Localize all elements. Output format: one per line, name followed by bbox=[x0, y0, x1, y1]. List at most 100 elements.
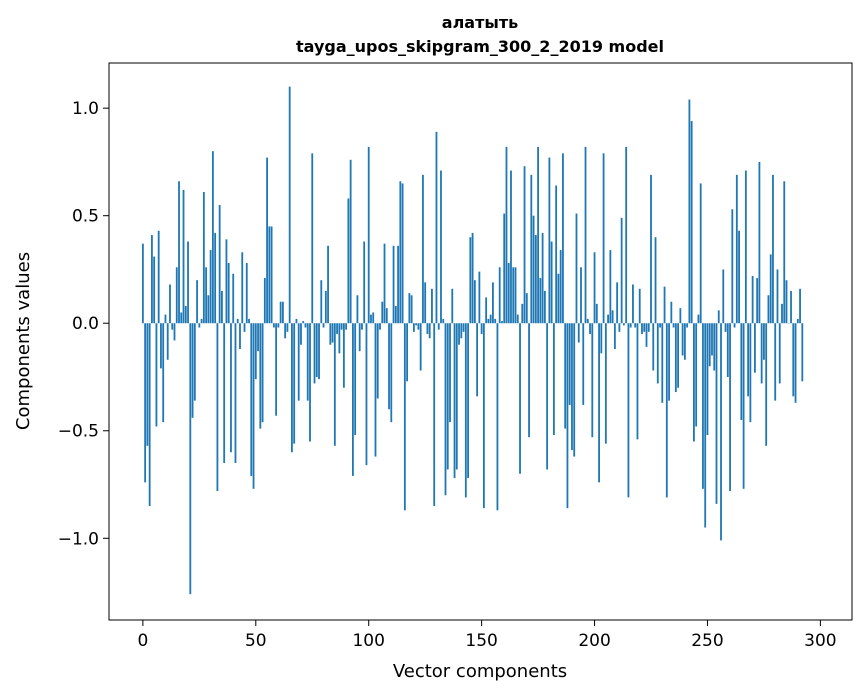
bar-166 bbox=[516, 314, 519, 324]
x-axis-ticks: 0 50 100 150 200 250 300 bbox=[137, 620, 837, 651]
bar-270 bbox=[751, 275, 754, 324]
bar-253 bbox=[713, 323, 716, 371]
bar-150 bbox=[480, 323, 483, 334]
bar-158 bbox=[498, 267, 501, 324]
bar-109 bbox=[388, 323, 390, 410]
bar-140 bbox=[458, 323, 460, 345]
bar-52 bbox=[259, 323, 262, 429]
bar-23 bbox=[193, 323, 196, 401]
bar-27 bbox=[202, 192, 205, 324]
bar-114 bbox=[399, 181, 402, 324]
bar-95 bbox=[356, 295, 359, 324]
bar-35 bbox=[221, 290, 223, 324]
bar-1 bbox=[144, 323, 147, 483]
bar-41 bbox=[234, 323, 237, 464]
bar-232 bbox=[665, 323, 668, 498]
bar-201 bbox=[595, 303, 598, 324]
bar-17 bbox=[180, 312, 183, 324]
bar-264 bbox=[738, 230, 740, 324]
bar-220 bbox=[638, 288, 641, 324]
bar-155 bbox=[492, 282, 494, 324]
bar-205 bbox=[604, 323, 607, 444]
bar-152 bbox=[485, 297, 488, 324]
bar-218 bbox=[634, 323, 637, 328]
bar-37 bbox=[225, 239, 228, 324]
bar-238 bbox=[679, 308, 682, 324]
bar-239 bbox=[681, 323, 684, 356]
bar-138 bbox=[453, 323, 456, 479]
chart-title: алатыть bbox=[442, 13, 518, 32]
bar-258 bbox=[724, 323, 727, 332]
bar-181 bbox=[550, 241, 553, 324]
bar-33 bbox=[216, 323, 219, 491]
bar-291 bbox=[799, 288, 801, 324]
bar-262 bbox=[733, 323, 736, 328]
bar-56 bbox=[268, 226, 271, 324]
bars-group bbox=[141, 86, 804, 595]
bar-136 bbox=[449, 323, 451, 423]
bar-178 bbox=[543, 290, 546, 324]
bar-229 bbox=[659, 323, 661, 328]
bar-135 bbox=[446, 323, 449, 470]
bar-96 bbox=[358, 323, 361, 352]
bar-222 bbox=[643, 323, 646, 332]
bar-233 bbox=[668, 323, 670, 401]
bar-60 bbox=[277, 323, 280, 328]
bar-226 bbox=[652, 323, 655, 371]
bar-279 bbox=[772, 174, 774, 324]
bar-76 bbox=[313, 323, 316, 384]
bar-117 bbox=[406, 323, 409, 382]
bar-45 bbox=[243, 323, 246, 332]
bar-61 bbox=[279, 301, 282, 324]
bar-256 bbox=[720, 323, 722, 541]
bar-164 bbox=[512, 267, 515, 324]
bar-126 bbox=[426, 323, 429, 334]
bar-118 bbox=[408, 293, 411, 324]
bar-139 bbox=[455, 323, 458, 470]
bar-34 bbox=[218, 204, 221, 324]
bar-122 bbox=[417, 323, 420, 330]
bar-190 bbox=[571, 323, 573, 451]
bar-99 bbox=[365, 323, 368, 466]
bar-10 bbox=[164, 314, 167, 324]
bar-151 bbox=[482, 323, 485, 509]
bar-145 bbox=[469, 237, 472, 324]
bar-193 bbox=[577, 323, 580, 343]
bar-101 bbox=[370, 314, 372, 324]
bar-236 bbox=[674, 323, 677, 393]
bar-97 bbox=[361, 323, 363, 330]
bar-209 bbox=[613, 323, 616, 350]
bar-71 bbox=[302, 321, 305, 324]
bar-217 bbox=[632, 284, 634, 324]
bar-124 bbox=[422, 174, 424, 324]
bar-29 bbox=[207, 295, 210, 324]
bar-182 bbox=[552, 323, 555, 436]
bar-120 bbox=[412, 323, 415, 332]
bar-157 bbox=[496, 323, 499, 511]
bar-171 bbox=[528, 323, 530, 438]
bar-24 bbox=[196, 280, 198, 324]
bar-198 bbox=[589, 323, 591, 334]
bar-274 bbox=[760, 323, 763, 384]
bar-111 bbox=[392, 245, 395, 324]
bar-3 bbox=[148, 323, 151, 507]
bar-228 bbox=[656, 323, 659, 384]
bar-284 bbox=[783, 181, 786, 324]
bar-127 bbox=[428, 323, 431, 339]
bar-285 bbox=[785, 280, 788, 324]
bar-14 bbox=[173, 323, 176, 341]
bar-288 bbox=[792, 323, 795, 397]
bar-39 bbox=[230, 323, 232, 453]
bar-185 bbox=[559, 250, 562, 324]
bar-2 bbox=[146, 323, 149, 446]
bar-38 bbox=[227, 263, 230, 324]
bar-102 bbox=[372, 312, 375, 324]
bar-225 bbox=[650, 174, 652, 324]
bar-199 bbox=[591, 323, 594, 438]
bar-100 bbox=[367, 146, 370, 324]
bar-83 bbox=[329, 323, 332, 345]
bar-26 bbox=[200, 318, 203, 324]
bar-137 bbox=[451, 288, 454, 324]
x-tick-label: 50 bbox=[245, 631, 267, 651]
